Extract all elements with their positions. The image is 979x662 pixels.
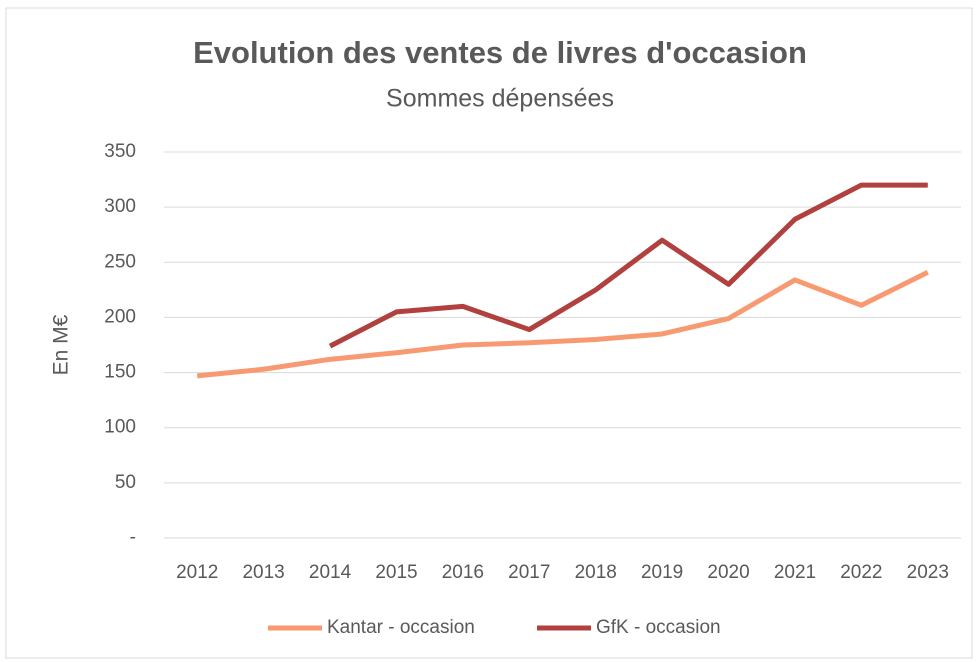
x-tick-label: 2018 — [575, 562, 617, 583]
y-tick-label: 300 — [104, 196, 136, 217]
x-tick-label: 2015 — [375, 562, 417, 583]
x-tick-label: 2019 — [641, 562, 683, 583]
chart-subtitle: Sommes dépensées — [386, 85, 614, 113]
legend-label: Kantar - occasion — [327, 617, 475, 638]
x-tick-label: 2023 — [907, 562, 949, 583]
chart-title: Evolution des ventes de livres d'occasio… — [193, 35, 807, 70]
y-tick-label: 150 — [104, 362, 136, 383]
x-tick-label: 2016 — [442, 562, 484, 583]
y-tick-label: 350 — [104, 141, 136, 162]
line-series — [196, 269, 929, 379]
legend-label: GfK - occasion — [596, 617, 721, 638]
x-tick-label: 2020 — [707, 562, 749, 583]
x-tick-label: 2014 — [309, 562, 352, 583]
x-tick-label: 2022 — [840, 562, 882, 583]
y-tick-label: 100 — [104, 417, 136, 438]
x-tick-label: 2013 — [242, 562, 284, 583]
y-tick-label: 250 — [104, 251, 136, 272]
y-axis-label: En M€ — [50, 314, 73, 375]
x-tick-label: 2021 — [774, 562, 816, 583]
x-tick-label: 2012 — [176, 562, 218, 583]
y-tick-label: 200 — [104, 306, 136, 327]
y-tick-label: - — [130, 527, 136, 548]
line-series — [328, 182, 928, 349]
x-tick-label: 2017 — [508, 562, 550, 583]
chart-border — [5, 7, 973, 659]
y-tick-label: 50 — [115, 472, 136, 493]
